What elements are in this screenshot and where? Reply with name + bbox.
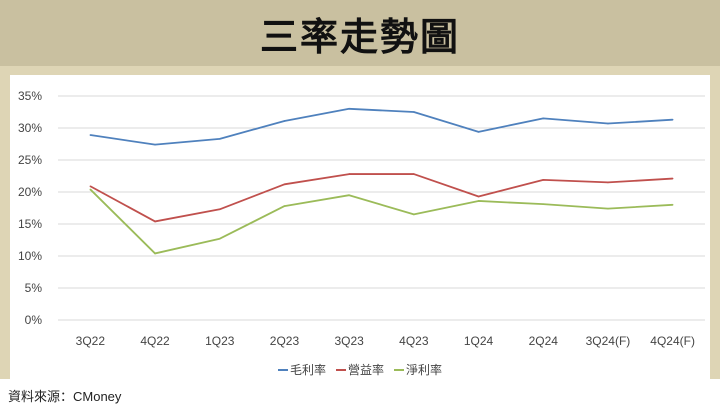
data-point <box>542 179 545 181</box>
x-tick-label: 2Q24 <box>529 334 559 348</box>
data-point <box>413 173 415 175</box>
data-point <box>477 195 480 198</box>
legend-item: 營益率 <box>335 361 384 378</box>
x-tick-label: 3Q24(F) <box>586 334 631 348</box>
data-point <box>607 122 609 125</box>
x-tick-label: 2Q23 <box>270 334 300 348</box>
y-tick-label: 35% <box>18 89 42 103</box>
data-point <box>348 173 350 175</box>
data-point <box>607 207 609 210</box>
data-point <box>348 194 350 196</box>
legend-item: 毛利率 <box>277 361 326 378</box>
data-point <box>671 204 674 206</box>
data-point <box>89 185 92 188</box>
y-tick-label: 0% <box>25 313 43 327</box>
legend-label: 淨利率 <box>406 363 443 377</box>
y-tick-label: 20% <box>18 185 42 199</box>
legend-label: 毛利率 <box>289 363 326 377</box>
y-tick-label: 15% <box>18 217 42 231</box>
series-line-2 <box>89 173 673 223</box>
chart-title: 三率走勢圖 <box>259 14 460 59</box>
legend-item: 淨利率 <box>394 361 442 378</box>
plot-area <box>10 75 710 381</box>
data-point <box>413 111 415 113</box>
title-bar: 三率走勢圖 <box>0 0 720 66</box>
data-point <box>154 252 156 255</box>
data-point <box>89 134 92 136</box>
x-tick-label: 4Q24(F) <box>650 334 695 348</box>
legend-swatch <box>335 368 346 371</box>
data-point <box>477 131 480 133</box>
data-point <box>154 220 156 223</box>
data-point <box>283 183 286 186</box>
data-point <box>671 177 674 180</box>
data-point <box>218 208 221 211</box>
data-point <box>348 108 350 110</box>
data-point <box>283 120 286 122</box>
data-point <box>283 205 286 207</box>
data-point <box>89 188 92 191</box>
legend-swatch <box>277 368 288 371</box>
data-point <box>218 138 221 140</box>
series-line-1 <box>90 107 673 146</box>
legend-label: 營益率 <box>347 363 384 377</box>
chart-legend: 毛利率 營益率 淨利率 <box>0 361 720 378</box>
x-tick-label: 3Q22 <box>76 334 106 348</box>
source-note: 資料來源：CMoney <box>8 389 122 404</box>
data-point <box>542 203 545 205</box>
data-point <box>218 237 221 240</box>
data-point <box>154 143 156 146</box>
data-point <box>671 118 674 121</box>
x-tick-label: 1Q23 <box>205 334 235 348</box>
x-tick-label: 4Q22 <box>140 334 170 348</box>
x-tick-label: 1Q24 <box>464 334 494 348</box>
data-point <box>413 213 415 216</box>
data-point <box>542 117 545 120</box>
data-point <box>607 181 609 184</box>
x-tick-label: 3Q23 <box>334 334 364 348</box>
legend-swatch <box>394 368 404 371</box>
y-tick-label: 25% <box>18 153 42 167</box>
data-point <box>477 200 480 202</box>
x-tick-label: 4Q23 <box>399 334 429 348</box>
y-tick-label: 10% <box>18 249 42 263</box>
y-tick-label: 30% <box>18 121 42 135</box>
series-line-3 <box>89 188 673 255</box>
y-tick-label: 5% <box>25 281 43 295</box>
